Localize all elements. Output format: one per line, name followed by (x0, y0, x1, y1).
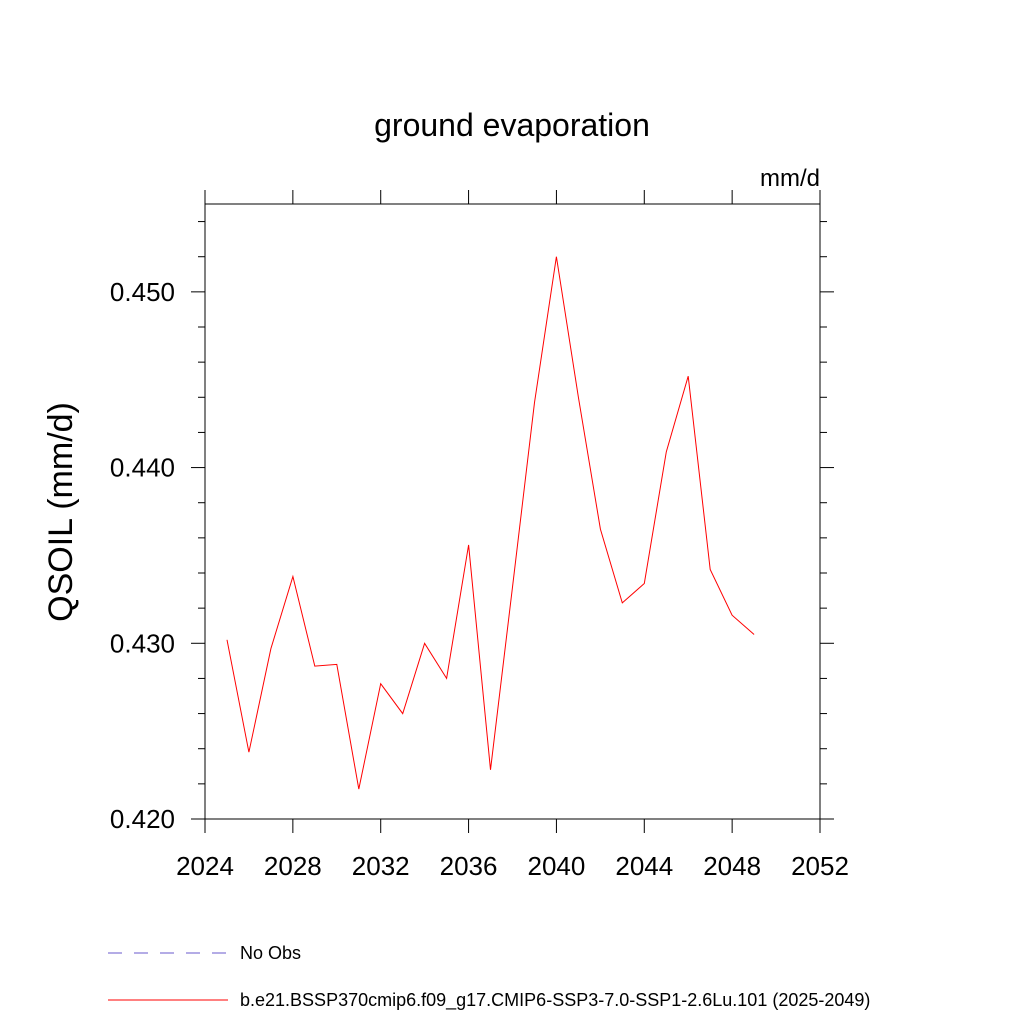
plot-frame (204, 203, 821, 820)
x-tick-label: 2048 (703, 851, 761, 881)
y-tick-label: 0.420 (110, 804, 175, 834)
y-axis-label: QSOIL (mm/d) (42, 402, 80, 622)
axis-ticks (191, 190, 834, 833)
legend-label: b.e21.BSSP370cmip6.f09_g17.CMIP6-SSP3-7.… (240, 990, 870, 1011)
series-line (226, 256, 755, 790)
legend: No Obs b.e21.BSSP370cmip6.f09_g17.CMIP6-S… (108, 943, 870, 1011)
x-tick-label: 2040 (528, 851, 586, 881)
x-tick-label: 2044 (615, 851, 673, 881)
chart-title: ground evaporation (374, 107, 650, 143)
y-tick-label: 0.440 (110, 453, 175, 483)
x-tick-label: 2036 (440, 851, 498, 881)
x-tick-label: 2024 (176, 851, 234, 881)
axis-tick-labels: 2024 2028 2032 2036 2040 2044 2048 2052 0.420 0.4… (110, 277, 849, 881)
units-label: mm/d (760, 165, 820, 192)
x-tick-label: 2028 (264, 851, 322, 881)
y-tick-label: 0.430 (110, 628, 175, 658)
x-tick-label: 2032 (352, 851, 410, 881)
x-tick-label: 2052 (791, 851, 849, 881)
y-tick-label: 0.450 (110, 277, 175, 307)
legend-label: No Obs (240, 943, 301, 963)
series-layer (226, 256, 755, 790)
